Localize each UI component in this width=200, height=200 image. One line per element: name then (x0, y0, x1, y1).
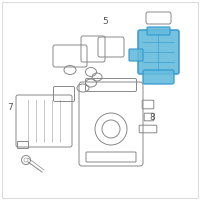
FancyBboxPatch shape (143, 70, 174, 84)
FancyBboxPatch shape (138, 30, 179, 74)
Text: 8: 8 (149, 114, 155, 122)
Text: 7: 7 (7, 104, 13, 112)
FancyBboxPatch shape (129, 49, 143, 61)
FancyBboxPatch shape (147, 27, 170, 35)
Text: 5: 5 (102, 18, 108, 26)
